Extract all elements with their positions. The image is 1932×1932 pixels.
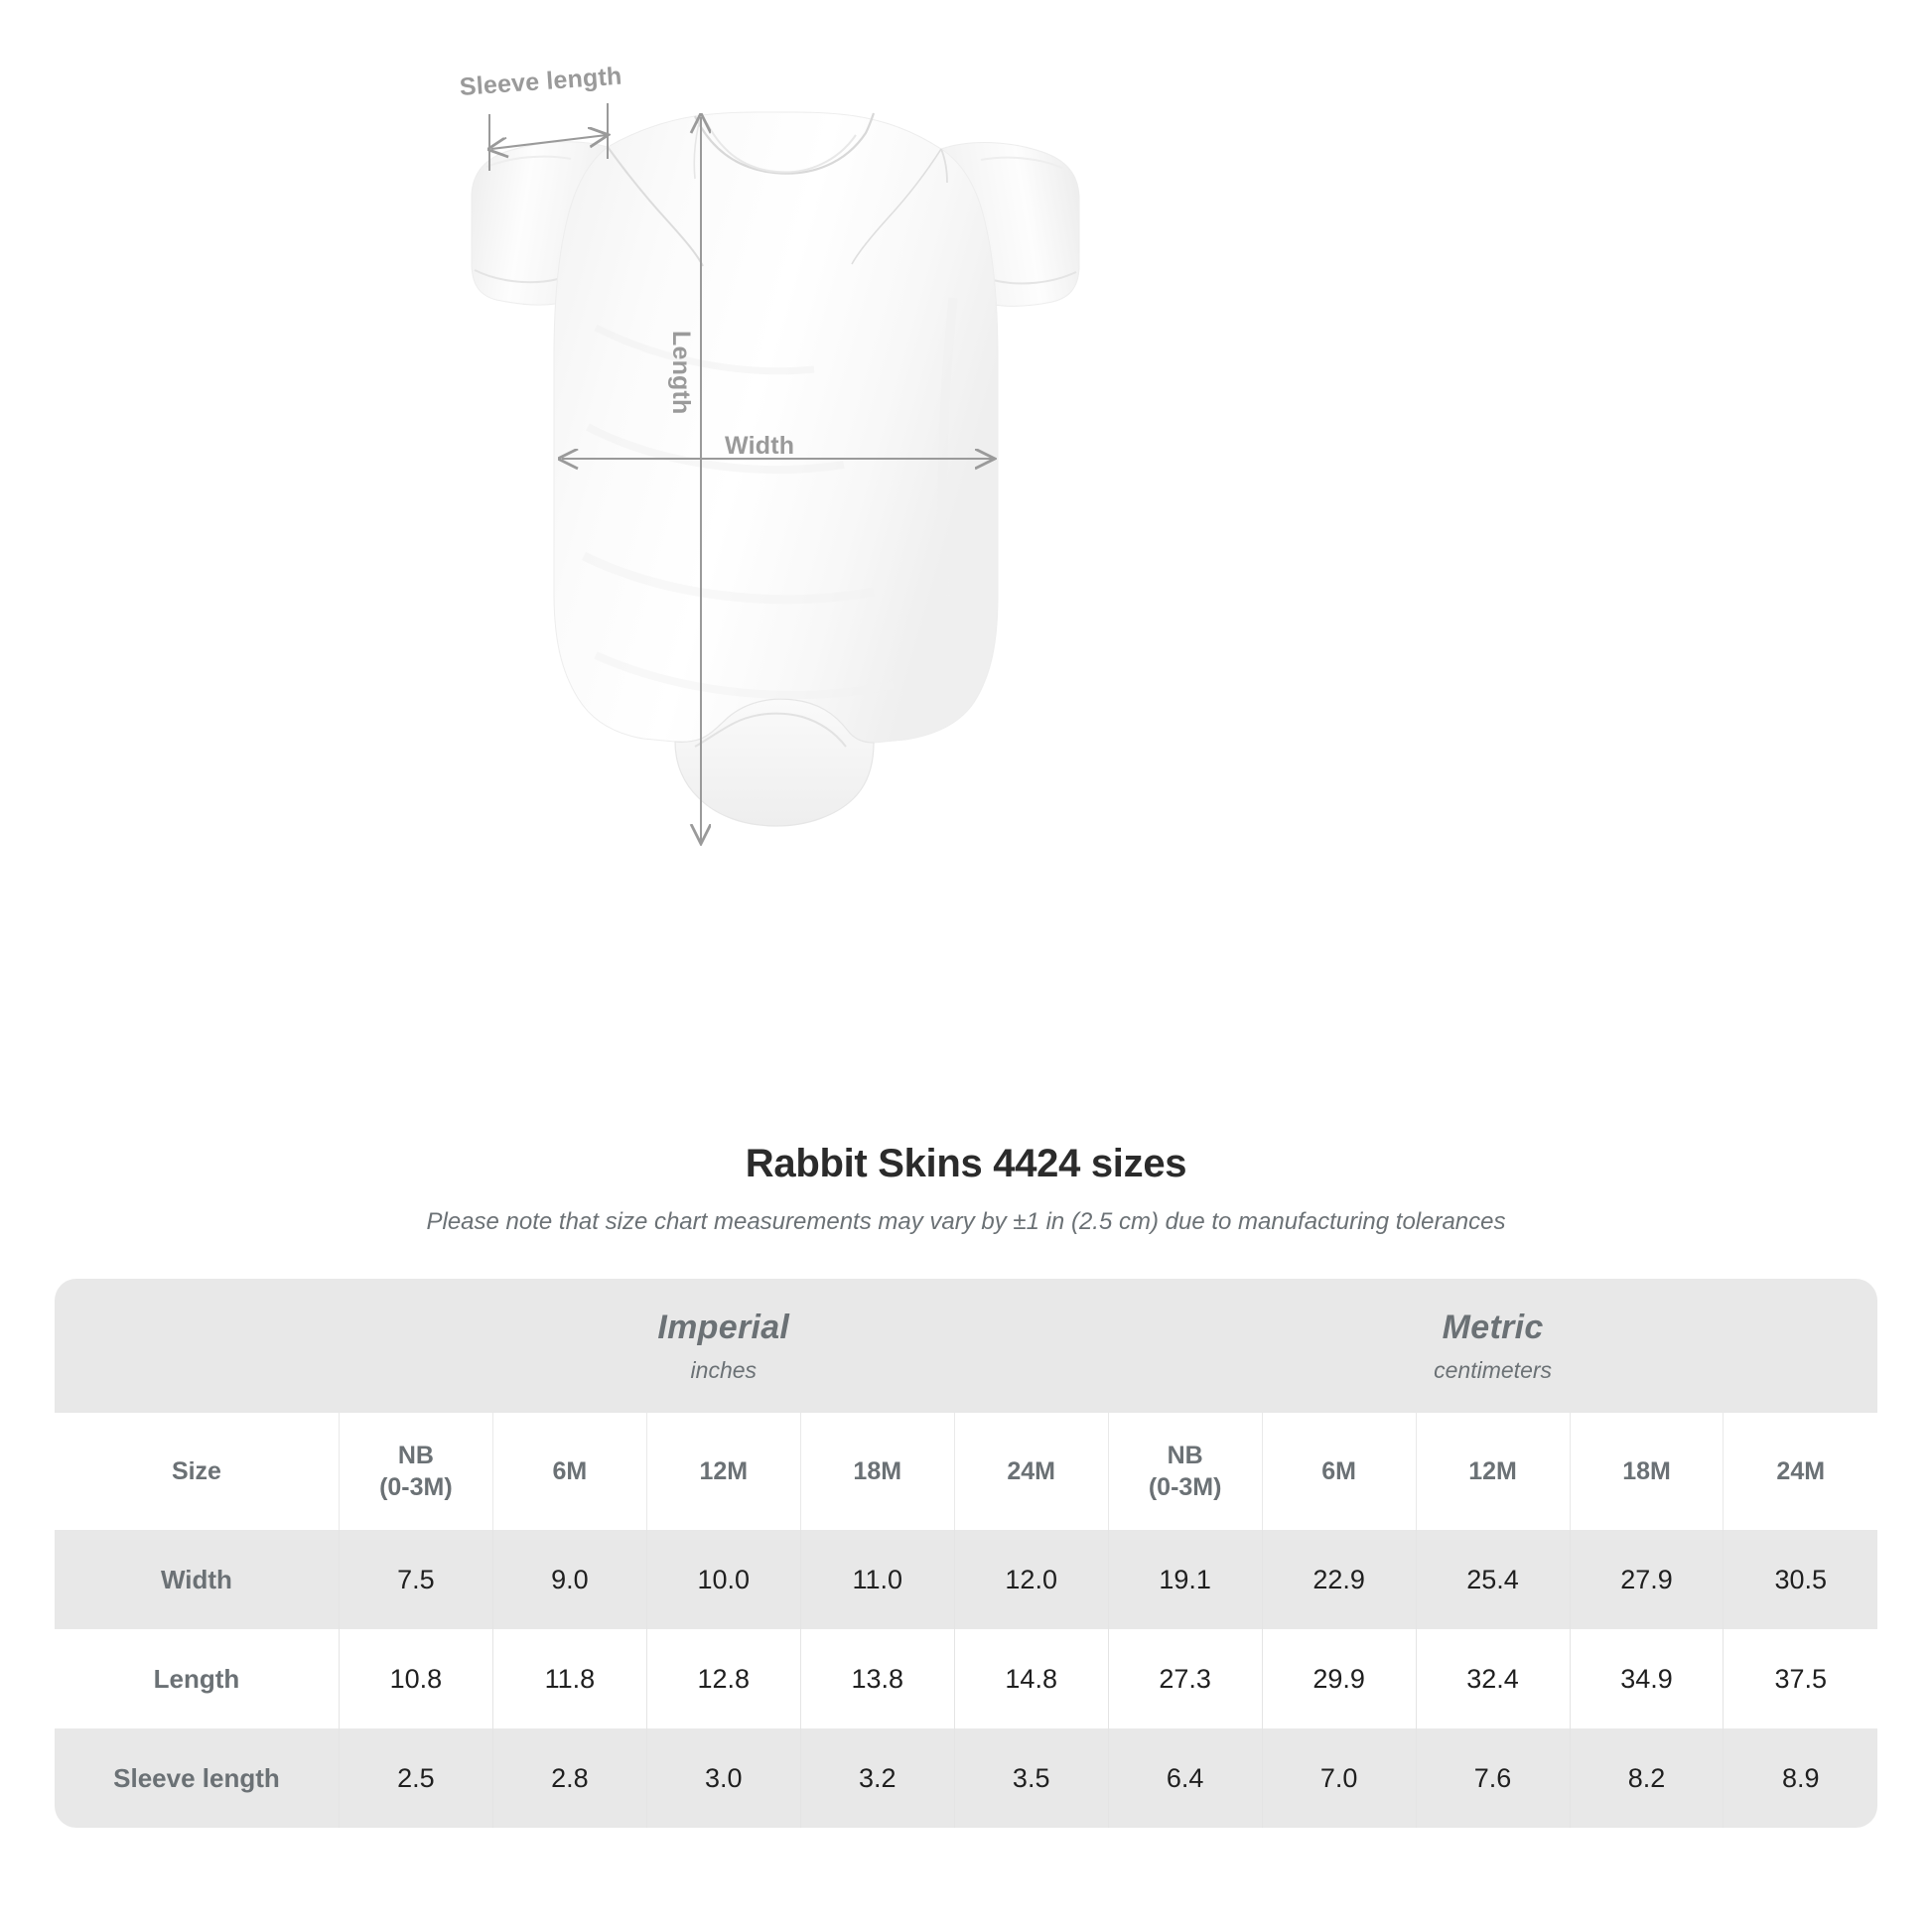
- size-header-metric-18m: 18M: [1570, 1413, 1725, 1530]
- cell-length-imperial-18m: 13.8: [800, 1629, 955, 1728]
- title-block: Rabbit Skins 4424 sizes Please note that…: [0, 1142, 1932, 1236]
- cell-width-imperial-nb: 7.5: [339, 1530, 493, 1629]
- cell-width-imperial-18m: 11.0: [800, 1530, 955, 1629]
- cell-length-imperial-12m: 12.8: [646, 1629, 801, 1728]
- table-row: Length 10.8 11.8 12.8 13.8 14.8 27.3 29.…: [55, 1629, 1877, 1728]
- cell-sleeve-imperial-24m: 3.5: [954, 1728, 1109, 1828]
- table-row: Sleeve length 2.5 2.8 3.0 3.2 3.5 6.4 7.…: [55, 1728, 1877, 1828]
- cell-length-imperial-24m: 14.8: [954, 1629, 1109, 1728]
- table-row: Width 7.5 9.0 10.0 11.0 12.0 19.1 22.9 2…: [55, 1530, 1877, 1629]
- length-measure-label: Length: [667, 331, 695, 415]
- cell-width-imperial-24m: 12.0: [954, 1530, 1109, 1629]
- unit-header-spacer: [55, 1279, 340, 1413]
- size-header-metric-6m: 6M: [1262, 1413, 1417, 1530]
- cell-width-imperial-12m: 10.0: [646, 1530, 801, 1629]
- size-header-imperial-6m: 6M: [492, 1413, 647, 1530]
- size-header-imperial-nb: NB (0-3M): [339, 1413, 493, 1530]
- cell-width-metric-18m: 27.9: [1570, 1530, 1725, 1629]
- unit-header-metric: Metric centimeters: [1108, 1279, 1877, 1413]
- cell-sleeve-imperial-12m: 3.0: [646, 1728, 801, 1828]
- unit-header-imperial: Imperial inches: [339, 1279, 1109, 1413]
- size-header-row: Size NB (0-3M) 6M 12M 18M 24M NB (0-3M) …: [55, 1413, 1877, 1530]
- size-header-imperial-12m: 12M: [646, 1413, 801, 1530]
- bodysuit-diagram: [471, 103, 1080, 1102]
- tolerance-note: Please note that size chart measurements…: [426, 1208, 1506, 1235]
- cell-length-imperial-nb: 10.8: [339, 1629, 493, 1728]
- size-header-label: Size: [55, 1413, 340, 1530]
- size-table-wrapper: Imperial inches Metric centimeters Size …: [55, 1279, 1877, 1828]
- nb-sub: (0-3M): [379, 1473, 453, 1501]
- cell-width-metric-6m: 22.9: [1262, 1530, 1417, 1629]
- cell-length-metric-18m: 34.9: [1570, 1629, 1725, 1728]
- size-header-metric-nb: NB (0-3M): [1108, 1413, 1263, 1530]
- row-label-length: Length: [55, 1629, 340, 1728]
- row-label-width: Width: [55, 1530, 340, 1629]
- neckline-collar: [694, 112, 948, 184]
- cell-sleeve-imperial-18m: 3.2: [800, 1728, 955, 1828]
- row-label-sleeve-length: Sleeve length: [55, 1728, 340, 1828]
- cell-width-metric-12m: 25.4: [1416, 1530, 1571, 1629]
- garment-illustration: Sleeve length Length Width: [459, 63, 1080, 1102]
- cell-width-metric-24m: 30.5: [1723, 1530, 1877, 1629]
- imperial-unit: inches: [690, 1356, 758, 1383]
- unit-header-row: Imperial inches Metric centimeters: [55, 1279, 1877, 1413]
- cell-sleeve-metric-18m: 8.2: [1570, 1728, 1725, 1828]
- width-measure-label: Width: [725, 432, 795, 460]
- size-header-metric-24m: 24M: [1723, 1413, 1877, 1530]
- cell-sleeve-metric-6m: 7.0: [1262, 1728, 1417, 1828]
- size-header-imperial-24m: 24M: [954, 1413, 1109, 1530]
- cell-sleeve-metric-24m: 8.9: [1723, 1728, 1877, 1828]
- metric-unit: centimeters: [1434, 1356, 1553, 1383]
- page-title: Rabbit Skins 4424 sizes: [745, 1142, 1187, 1185]
- cell-length-imperial-6m: 11.8: [492, 1629, 647, 1728]
- cell-length-metric-nb: 27.3: [1108, 1629, 1263, 1728]
- cell-sleeve-imperial-6m: 2.8: [492, 1728, 647, 1828]
- size-header-metric-12m: 12M: [1416, 1413, 1571, 1530]
- cell-length-metric-6m: 29.9: [1262, 1629, 1417, 1728]
- size-table: Imperial inches Metric centimeters Size …: [55, 1279, 1877, 1828]
- nb-sub-metric: (0-3M): [1148, 1473, 1222, 1501]
- metric-label: Metric: [1442, 1308, 1544, 1346]
- cell-sleeve-imperial-nb: 2.5: [339, 1728, 493, 1828]
- cell-width-imperial-6m: 9.0: [492, 1530, 647, 1629]
- cell-length-metric-12m: 32.4: [1416, 1629, 1571, 1728]
- size-header-imperial-18m: 18M: [800, 1413, 955, 1530]
- sleeve-length-measure: [489, 103, 608, 171]
- cell-length-metric-24m: 37.5: [1723, 1629, 1877, 1728]
- nb-main: NB: [397, 1442, 434, 1469]
- imperial-label: Imperial: [657, 1308, 790, 1346]
- cell-sleeve-metric-12m: 7.6: [1416, 1728, 1571, 1828]
- cell-sleeve-metric-nb: 6.4: [1108, 1728, 1263, 1828]
- cell-width-metric-nb: 19.1: [1108, 1530, 1263, 1629]
- nb-main-metric: NB: [1167, 1442, 1203, 1469]
